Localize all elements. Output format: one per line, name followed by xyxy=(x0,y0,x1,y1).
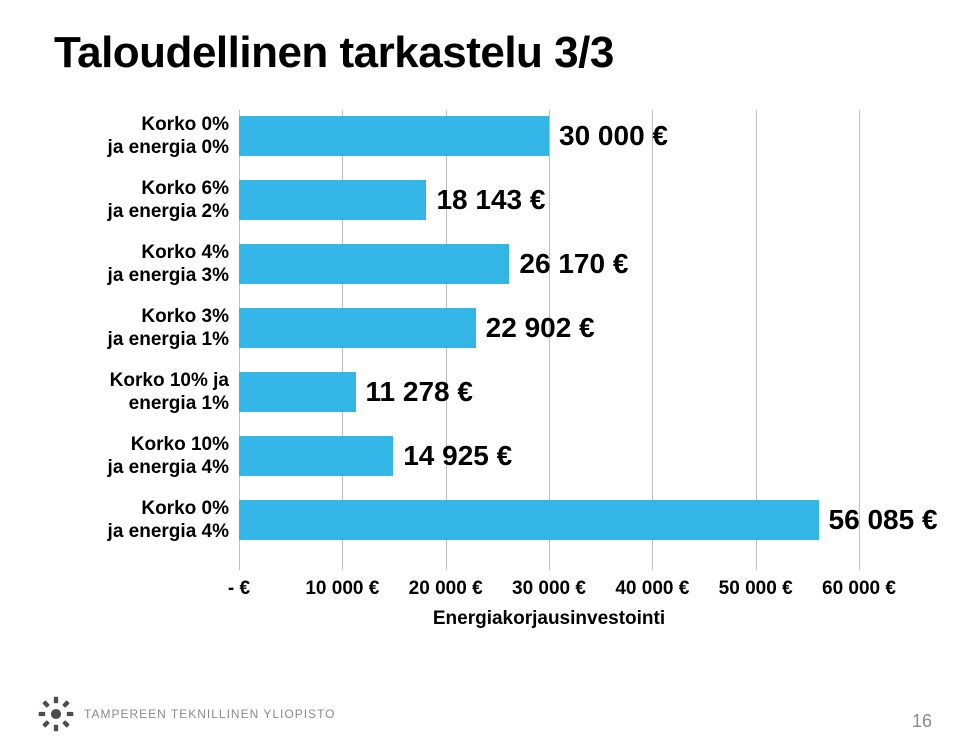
category-label: Korko 4%ja energia 3% xyxy=(54,242,229,288)
category-label: Korko 0%ja energia 0% xyxy=(54,114,229,160)
bar xyxy=(239,308,476,348)
category-label: Korko 6%ja energia 2% xyxy=(54,178,229,224)
x-tick-label: 60 000 € xyxy=(822,578,896,600)
x-tick-label: 40 000 € xyxy=(615,578,689,600)
bar-chart: Korko 0%ja energia 0% Korko 6%ja energia … xyxy=(54,110,914,630)
bar xyxy=(239,180,426,220)
slide-title: Taloudellinen tarkastelu 3/3 xyxy=(54,28,614,78)
x-axis-title: Energiakorjausinvestointi xyxy=(239,608,859,630)
category-label: Korko 0%ja energia 4% xyxy=(54,498,229,544)
category-label: Korko 3%ja energia 1% xyxy=(54,306,229,352)
bar xyxy=(239,500,819,540)
plot-area: 30 000 € 18 143 € 26 170 € 22 902 € 11 278 €… xyxy=(239,110,859,570)
bar-row: 30 000 € xyxy=(239,116,859,156)
x-tick-label: 50 000 € xyxy=(719,578,793,600)
bar-row: 22 902 € xyxy=(239,308,859,348)
bar-value-label: 11 278 € xyxy=(366,372,473,412)
bar-row: 56 085 € xyxy=(239,500,859,540)
bar-value-label: 22 902 € xyxy=(486,308,595,348)
bar xyxy=(239,116,549,156)
category-label: Korko 10%ja energia 4% xyxy=(54,434,229,480)
page-number: 16 xyxy=(912,711,932,732)
tut-logo-icon xyxy=(38,696,74,732)
bar-value-label: 26 170 € xyxy=(519,244,628,284)
bar-value-label: 18 143 € xyxy=(436,180,545,220)
footer-org-name: TAMPEREEN TEKNILLINEN YLIOPISTO xyxy=(84,707,336,721)
bar-value-label: 30 000 € xyxy=(559,116,668,156)
x-tick-label: 20 000 € xyxy=(409,578,483,600)
bar xyxy=(239,372,356,412)
x-tick-label: 10 000 € xyxy=(305,578,379,600)
x-tick-label: 30 000 € xyxy=(512,578,586,600)
bar-row: 14 925 € xyxy=(239,436,859,476)
x-tick-label: - € xyxy=(228,578,250,600)
bar-value-label: 14 925 € xyxy=(403,436,512,476)
footer: TAMPEREEN TEKNILLINEN YLIOPISTO xyxy=(38,696,336,732)
bar xyxy=(239,436,393,476)
category-label: Korko 10% jaenergia 1% xyxy=(54,370,229,416)
bar-row: 11 278 € xyxy=(239,372,859,412)
bar-value-label: 56 085 € xyxy=(829,500,938,540)
bar-row: 18 143 € xyxy=(239,180,859,220)
bar-row: 26 170 € xyxy=(239,244,859,284)
slide: Taloudellinen tarkastelu 3/3 Korko 0%ja … xyxy=(0,0,960,750)
bar xyxy=(239,244,509,284)
